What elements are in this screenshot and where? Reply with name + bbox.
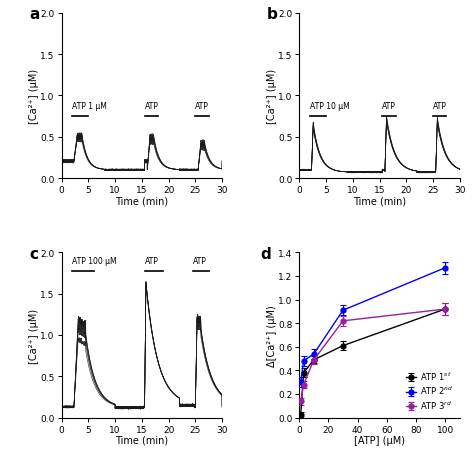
X-axis label: [ATP] (μM): [ATP] (μM) bbox=[354, 435, 405, 445]
X-axis label: Time (min): Time (min) bbox=[353, 196, 406, 206]
Text: ATP: ATP bbox=[145, 256, 158, 265]
Text: d: d bbox=[261, 246, 272, 261]
Text: ATP 1 μM: ATP 1 μM bbox=[73, 102, 107, 111]
Y-axis label: [Ca²⁺] (μM): [Ca²⁺] (μM) bbox=[29, 69, 39, 124]
X-axis label: Time (min): Time (min) bbox=[115, 435, 168, 445]
X-axis label: Time (min): Time (min) bbox=[115, 196, 168, 206]
Y-axis label: [Ca²⁺] (μM): [Ca²⁺] (μM) bbox=[29, 308, 39, 363]
Text: ATP: ATP bbox=[382, 102, 396, 111]
Text: ATP: ATP bbox=[433, 102, 447, 111]
Text: ATP 100 μM: ATP 100 μM bbox=[73, 256, 117, 265]
Text: ATP: ATP bbox=[145, 102, 158, 111]
Text: ATP: ATP bbox=[193, 256, 207, 265]
Y-axis label: Δ[Ca²⁺] (μM): Δ[Ca²⁺] (μM) bbox=[266, 304, 276, 366]
Text: c: c bbox=[29, 246, 38, 261]
Text: a: a bbox=[29, 7, 40, 22]
Text: ATP 10 μM: ATP 10 μM bbox=[310, 102, 350, 111]
Y-axis label: [Ca²⁺] (μM): [Ca²⁺] (μM) bbox=[266, 69, 276, 124]
Text: ATP: ATP bbox=[195, 102, 210, 111]
Text: b: b bbox=[267, 7, 278, 22]
Legend: ATP 1$^{st}$, ATP 2$^{nd}$, ATP 3$^{rd}$: ATP 1$^{st}$, ATP 2$^{nd}$, ATP 3$^{rd}$ bbox=[404, 367, 456, 414]
